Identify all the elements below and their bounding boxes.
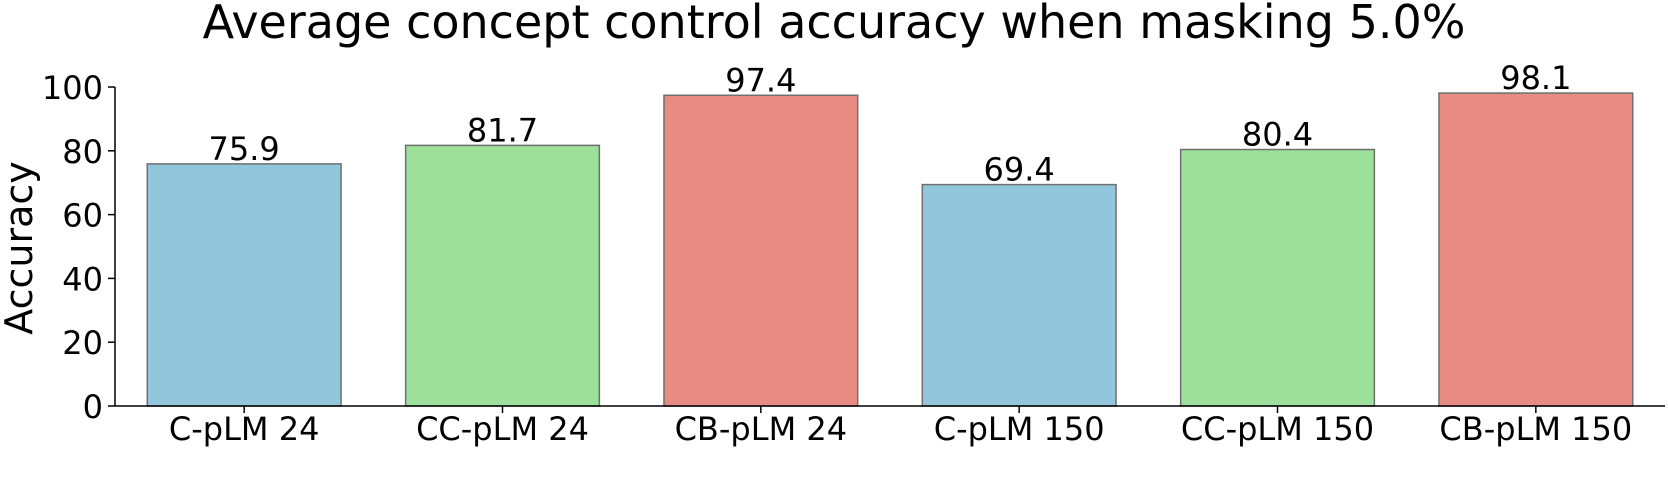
y-tick-label: 80: [62, 133, 103, 171]
x-tick-label: CC-pLM 150: [1181, 410, 1374, 448]
y-tick-label: 0: [83, 388, 103, 426]
x-tick-label: CB-pLM 150: [1439, 410, 1632, 448]
bar-value-label: 97.4: [725, 61, 796, 99]
x-axis: C-pLM 24 CC-pLM 24 CB-pLM 24 C-pLM 150 CC-pL…: [115, 405, 1665, 448]
bar-value-label: 80.4: [1242, 116, 1313, 154]
bar-value-label: 75.9: [209, 130, 280, 168]
x-tick-label: C-pLM 150: [934, 410, 1105, 448]
bar-value-label: 69.4: [984, 151, 1055, 189]
bar-value-label: 81.7: [467, 111, 538, 149]
x-tick-label: C-pLM 24: [169, 410, 320, 448]
x-tick-label: CB-pLM 24: [675, 410, 847, 448]
bar: [404, 144, 601, 407]
bar: [146, 163, 342, 407]
bars-group: 75.9 81.7 97.4 69.4 80.4 98.1: [146, 59, 1634, 407]
bar-value-label: 98.1: [1500, 59, 1571, 97]
x-tick-label: CC-pLM 24: [416, 410, 589, 448]
bar: [1438, 92, 1634, 407]
y-tick-label: 20: [62, 324, 103, 362]
bar: [921, 183, 1117, 407]
bar: [1179, 148, 1376, 407]
bar: [663, 94, 859, 407]
y-tick-label: 40: [62, 260, 103, 298]
y-tick-label: 60: [62, 197, 103, 235]
chart-title: Average concept control accuracy when ma…: [203, 0, 1466, 49]
y-axis: 0 20 40 60 80 100: [42, 69, 116, 426]
y-axis-label: Accuracy: [0, 161, 41, 335]
y-tick-label: 100: [42, 69, 103, 107]
